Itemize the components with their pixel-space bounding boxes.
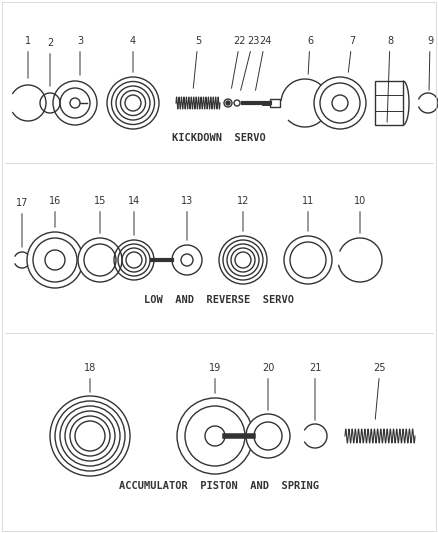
Text: 14: 14: [128, 196, 140, 235]
Text: 3: 3: [77, 36, 83, 75]
Circle shape: [246, 414, 290, 458]
Text: 7: 7: [348, 36, 355, 72]
Text: LOW  AND  REVERSE  SERVO: LOW AND REVERSE SERVO: [144, 295, 294, 305]
Circle shape: [177, 398, 253, 474]
Text: 15: 15: [94, 196, 106, 233]
Text: 18: 18: [84, 363, 96, 392]
Circle shape: [224, 99, 232, 107]
Circle shape: [27, 232, 83, 288]
Circle shape: [320, 83, 360, 123]
Circle shape: [254, 422, 282, 450]
Text: 22: 22: [232, 36, 246, 88]
Text: 4: 4: [130, 36, 136, 72]
Text: 16: 16: [49, 196, 61, 227]
Text: ACCUMULATOR  PISTON  AND  SPRING: ACCUMULATOR PISTON AND SPRING: [119, 481, 319, 491]
Text: 17: 17: [16, 198, 28, 247]
Circle shape: [284, 236, 332, 284]
Text: 24: 24: [255, 36, 271, 90]
Text: KICKDOWN  SERVO: KICKDOWN SERVO: [172, 133, 266, 143]
Bar: [375, 81, 403, 125]
Text: 1: 1: [25, 36, 31, 78]
Circle shape: [314, 77, 366, 129]
Circle shape: [78, 238, 122, 282]
Circle shape: [172, 245, 202, 275]
Text: 12: 12: [237, 196, 249, 231]
Text: 23: 23: [240, 36, 259, 90]
Text: 9: 9: [427, 36, 433, 90]
Bar: [262, 101, 270, 105]
Text: 10: 10: [354, 196, 366, 233]
Text: 21: 21: [309, 363, 321, 420]
Text: 25: 25: [374, 363, 386, 419]
Text: 20: 20: [262, 363, 274, 410]
Text: 8: 8: [387, 36, 393, 122]
Circle shape: [290, 242, 326, 278]
Circle shape: [226, 101, 230, 105]
Text: 6: 6: [307, 36, 313, 74]
Text: 11: 11: [302, 196, 314, 231]
Bar: [270, 99, 280, 107]
Text: 5: 5: [193, 36, 201, 88]
Text: 2: 2: [47, 38, 53, 86]
Text: 13: 13: [181, 196, 193, 240]
Circle shape: [234, 100, 240, 106]
Text: 19: 19: [209, 363, 221, 393]
